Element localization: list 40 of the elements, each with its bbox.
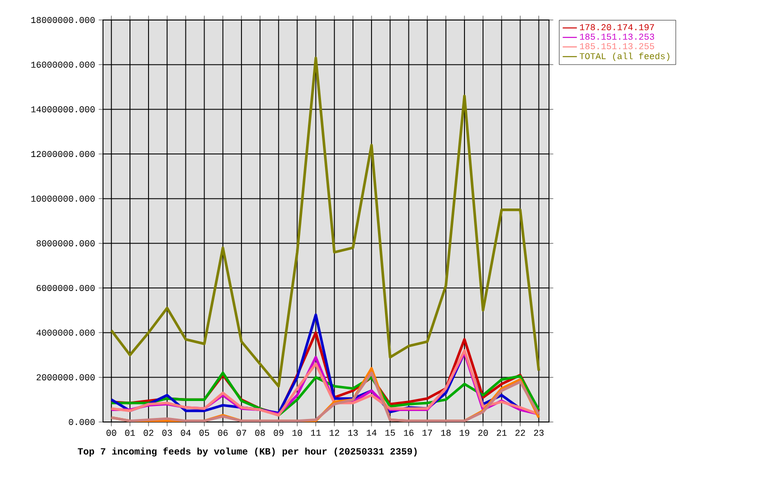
x-tick-label: 18 [441,430,451,436]
y-tick-label: 18000000.000 [31,16,95,24]
y-tick-label: 16000000.000 [31,62,95,68]
y-tick-label: 0.000 [68,418,95,426]
legend-label: 185.151.13.255 [580,43,654,50]
legend-label: 178.20.174.197 [580,24,654,30]
line-series [110,56,540,388]
x-tick-label: 21 [496,430,507,436]
y-tick-label: 8000000.000 [36,240,95,246]
x-tick-label: 15 [385,430,395,436]
x-tick-label: 01 [125,430,135,436]
y-tick-label: 12000000.000 [31,150,95,158]
legend-label: 185.151.13.253 [580,34,654,40]
x-tick-label: 03 [162,430,172,436]
y-tick-label: 10000000.000 [31,196,95,202]
text: Top 7 incoming feeds by volume (KB) per hour (20250331 2359) [78,447,417,456]
x-tick-label: 14 [366,430,376,436]
x-tick-label: 17 [422,430,432,436]
y-tick-label: 2000000.000 [36,374,95,380]
x-tick-label: 00 [106,430,116,436]
x-tick-label: 22 [515,430,525,436]
x-tick-label: 11 [311,430,321,436]
x-tick-label: 08 [255,430,265,436]
x-tick-label: 13 [348,430,358,436]
y-tick-label: 6000000.000 [36,284,95,292]
x-tick-label: 19 [460,430,470,436]
x-tick-label: 10 [292,430,302,436]
x-tick-label: 04 [180,430,191,436]
x-tick-label: 09 [274,430,284,436]
x-tick-label: 05 [199,430,210,436]
x-tick-label: 02 [144,430,154,436]
legend-label: TOTAL (all feeds) [580,52,670,61]
x-tick-label: 06 [218,430,228,436]
x-tick-label: 16 [404,430,414,436]
x-tick-label: 20 [478,430,488,436]
x-tick-label: 23 [534,430,544,436]
x-tick-label: 12 [330,430,340,436]
x-tick-label: 07 [236,430,246,436]
y-tick-label: 4000000.000 [36,330,95,336]
y-tick-label: 14000000.000 [31,106,95,112]
